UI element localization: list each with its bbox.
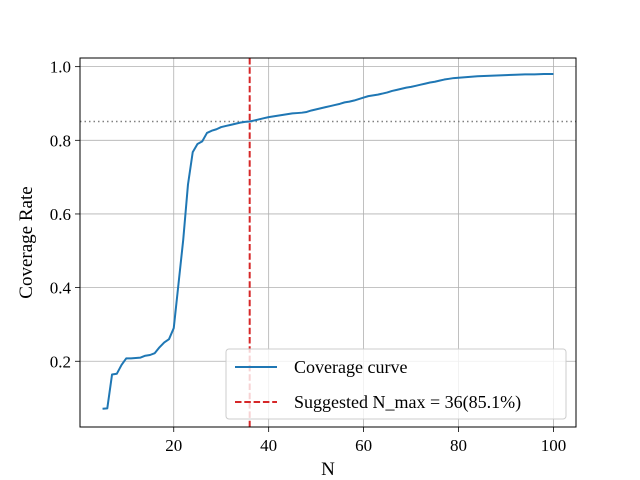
y-tick-label: 0.4 — [50, 279, 72, 298]
y-tick-label: 0.6 — [50, 205, 71, 224]
y-tick-label: 0.2 — [50, 352, 71, 371]
coverage-curve-line — [102, 73, 554, 410]
legend-label-suggested-nmax: Suggested N_max = 36(85.1%) — [294, 392, 521, 413]
legend-box — [225, 348, 567, 420]
x-tick-label: 80 — [450, 436, 467, 455]
x-tick-label: 100 — [541, 436, 567, 455]
x-axis-label: N — [321, 459, 335, 480]
x-tick-label: 60 — [355, 436, 372, 455]
legend-label-coverage-curve: Coverage curve — [294, 357, 407, 377]
axis-ticks: 20 40 60 80 100 0.2 0.4 0.6 0.8 1.0 — [50, 58, 566, 455]
series-layer — [102, 73, 554, 410]
y-tick-label: 0.8 — [50, 131, 71, 150]
legend: Coverage curve Suggested N_max = 36(85.1… — [225, 348, 567, 420]
plot-frame — [79, 57, 577, 428]
y-tick-label: 1.0 — [50, 58, 71, 77]
y-axis-label: Coverage Rate — [16, 186, 37, 298]
x-tick-label: 20 — [165, 436, 182, 455]
x-tick-label: 40 — [260, 436, 277, 455]
